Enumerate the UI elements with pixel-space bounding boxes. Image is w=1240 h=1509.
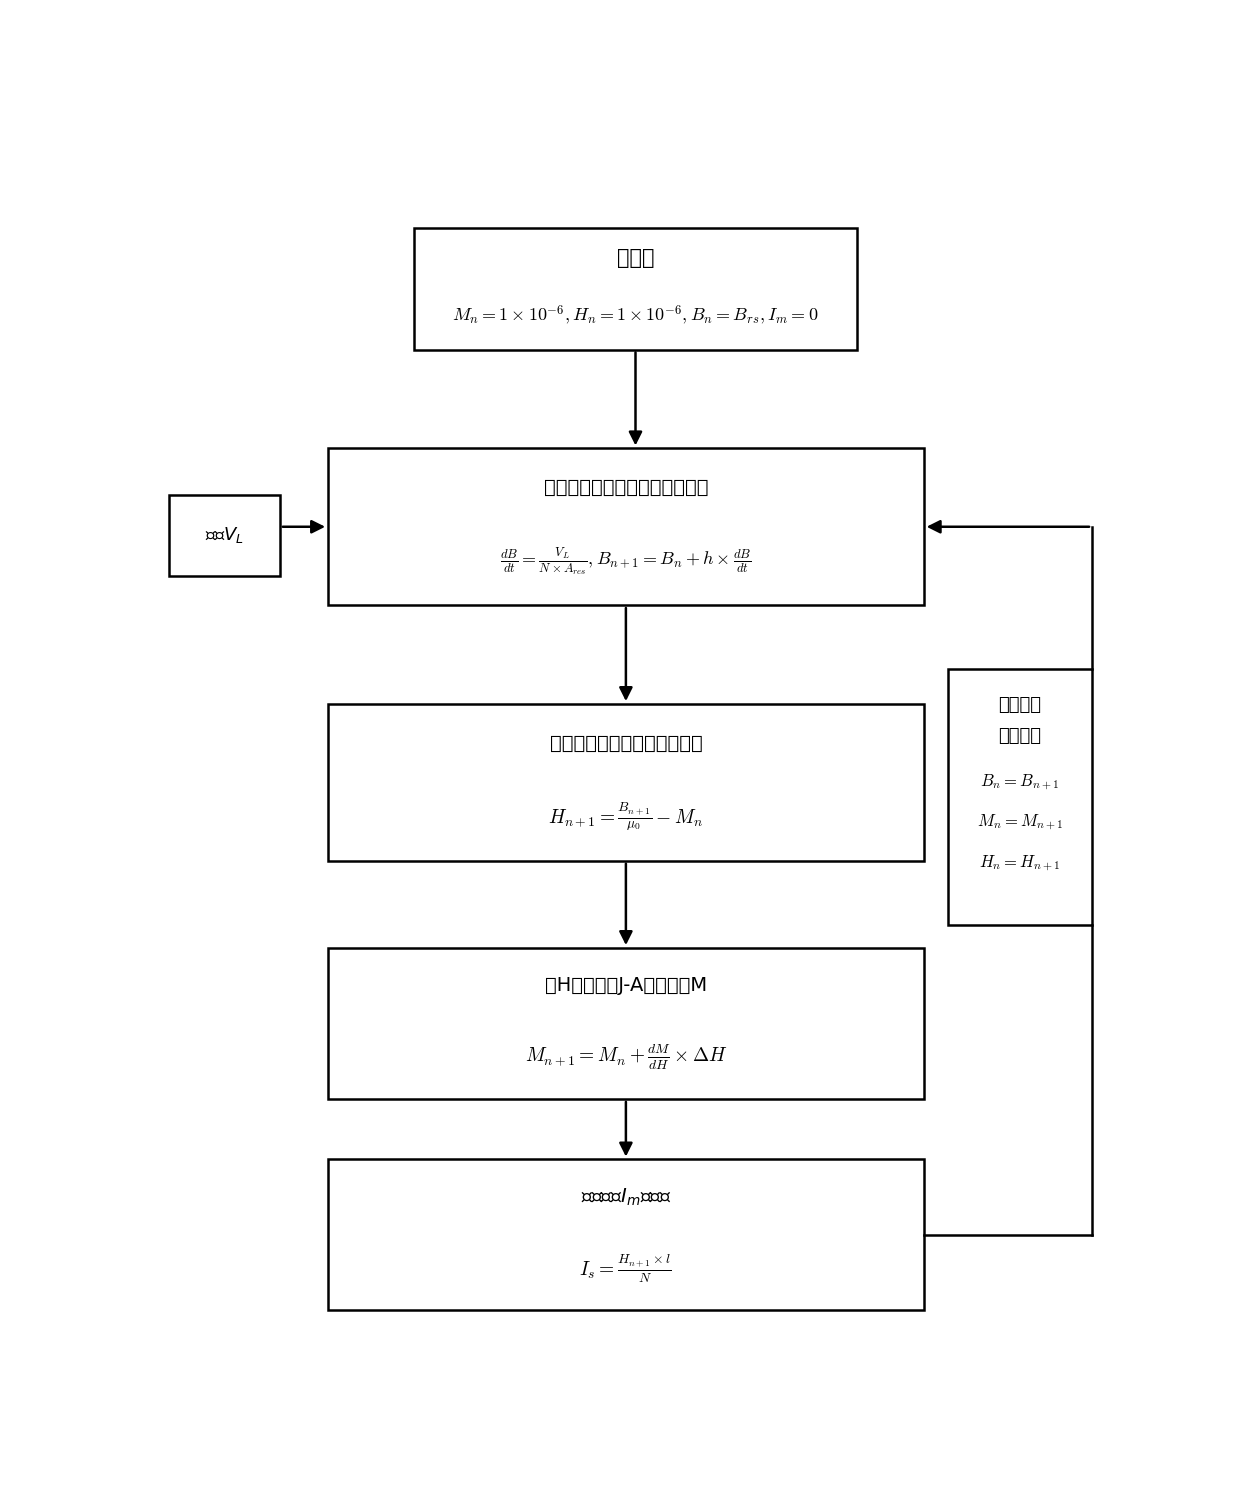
Text: 初始化: 初始化	[616, 247, 655, 269]
Text: $H_n=H_{n+1}$: $H_n=H_{n+1}$	[980, 854, 1060, 874]
Bar	[327, 448, 924, 605]
Bar	[170, 495, 280, 576]
Text: 计算最新仿真时刻的磁场强度: 计算最新仿真时刻的磁场强度	[549, 733, 702, 753]
Text: 输入$V_L$: 输入$V_L$	[205, 525, 244, 545]
Bar	[947, 668, 1092, 925]
Text: 保存上一: 保存上一	[998, 696, 1042, 714]
Text: 将H代入改进J-A模型求取M: 将H代入改进J-A模型求取M	[544, 976, 707, 996]
Bar	[414, 228, 857, 350]
Text: 计算电流$I_m$并输出: 计算电流$I_m$并输出	[580, 1186, 671, 1207]
Text: $B_n=B_{n+1}$: $B_n=B_{n+1}$	[981, 771, 1059, 792]
Text: $H_{n+1}=\frac{B_{n+1}}{\mu_0}-M_n$: $H_{n+1}=\frac{B_{n+1}}{\mu_0}-M_n$	[548, 801, 703, 833]
Text: 时刻的值: 时刻的值	[998, 726, 1042, 744]
Bar	[327, 948, 924, 1099]
Text: $\frac{dB}{dt}=\frac{V_L}{N\times A_{res}},B_{n+1}=B_n+h\times\frac{dB}{dt}$: $\frac{dB}{dt}=\frac{V_L}{N\times A_{res…	[500, 545, 751, 578]
Bar	[327, 1159, 924, 1310]
Text: $M_{n+1}=M_n+\frac{dM}{dH}\times\Delta H$: $M_{n+1}=M_n+\frac{dM}{dH}\times\Delta H…	[525, 1041, 727, 1071]
Text: $M_n=1\times10^{-6},H_n=1\times10^{-6},B_n=B_{rs},I_m=0$: $M_n=1\times10^{-6},H_n=1\times10^{-6},B…	[453, 303, 818, 327]
Bar	[327, 703, 924, 860]
Text: 计算最新仿真时刻的磁感应强度: 计算最新仿真时刻的磁感应强度	[543, 478, 708, 496]
Text: $M_n=M_{n+1}$: $M_n=M_{n+1}$	[977, 812, 1063, 833]
Text: $I_s=\frac{H_{n+1}\times l}{N}$: $I_s=\frac{H_{n+1}\times l}{N}$	[579, 1251, 672, 1284]
